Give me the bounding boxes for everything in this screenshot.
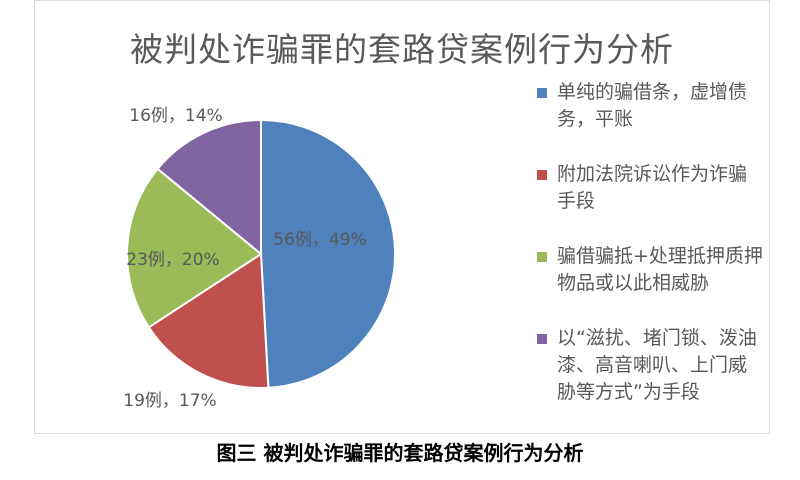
legend-item: 以“滋扰、堵门锁、泼油漆、高音喇叭、上门威胁等方式”为手段: [533, 325, 765, 425]
pie-slice: [260, 118, 397, 389]
data-label: 19例，17%: [123, 391, 216, 411]
legend-item: 单纯的骗借条，虚增债务，平账: [533, 79, 765, 161]
pie-slice: [126, 167, 263, 329]
data-label: 56例，49%: [273, 230, 366, 250]
data-label: 16例，14%: [129, 106, 222, 126]
legend-label: 单纯的骗借条，虚增债务，平账: [557, 81, 748, 130]
legend-label: 附加法院诉讼作为诈骗手段: [557, 163, 748, 212]
legend-label: 以“滋扰、堵门锁、泼油漆、高音喇叭、上门威胁等方式”为手段: [557, 327, 757, 403]
legend-item: 骗借骗抵+处理抵押质押物品或以此相威胁: [533, 243, 765, 325]
data-label: 23例，20%: [126, 250, 219, 270]
legend-swatch: [537, 252, 547, 262]
legend-swatch: [537, 334, 547, 344]
pie-slice: [156, 118, 262, 257]
legend-label: 骗借骗抵+处理抵押质押物品或以此相威胁: [557, 245, 763, 294]
legend-item: 附加法院诉讼作为诈骗手段: [533, 161, 765, 243]
pie-chart: 56例，49% 19例，17% 23例，20% 16例，14%: [123, 106, 397, 411]
chart-title: 被判处诈骗罪的套路贷案例行为分析: [130, 30, 674, 69]
legend: 单纯的骗借条，虚增债务，平账 附加法院诉讼作为诈骗手段 骗借骗抵+处理抵押质押物品或…: [533, 79, 765, 425]
pie-slice: [147, 252, 270, 389]
figure-caption: 图三 被判处诈骗罪的套路贷案例行为分析: [216, 441, 584, 465]
legend-swatch: [537, 88, 547, 98]
chart-area: 被判处诈骗罪的套路贷案例行为分析 56例，49% 19例，17% 23例，20% 16…: [34, 0, 770, 434]
legend-swatch: [537, 170, 547, 180]
